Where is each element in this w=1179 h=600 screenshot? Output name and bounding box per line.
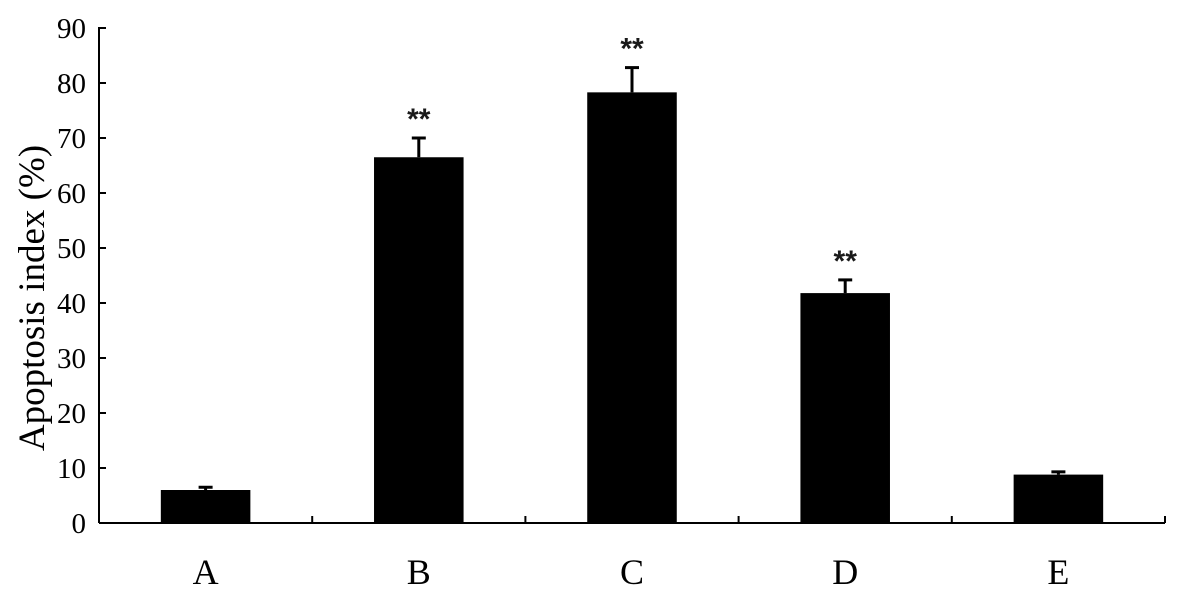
significance-marker: ** xyxy=(834,245,858,278)
x-category-label: C xyxy=(620,552,644,592)
x-category-label: D xyxy=(832,552,858,592)
x-category-label: A xyxy=(193,552,219,592)
y-tick-label: 10 xyxy=(57,453,86,485)
significance-marker: ** xyxy=(620,33,644,66)
x-axis: A B C D E xyxy=(98,516,1166,592)
y-axis-title: Apoptosis index (%) xyxy=(12,145,53,451)
y-ticks: 0 10 20 30 40 50 60 70 80 90 xyxy=(57,13,106,540)
bar-E xyxy=(1013,474,1104,523)
bar-A xyxy=(160,490,251,523)
bar-D xyxy=(800,293,890,523)
bar-C xyxy=(587,92,677,523)
y-tick-label: 60 xyxy=(57,178,86,210)
bars: ** ** ** xyxy=(160,33,1104,523)
y-tick-label: 20 xyxy=(57,398,86,430)
y-tick-label: 80 xyxy=(57,68,86,100)
y-tick-label: 40 xyxy=(57,288,86,320)
y-tick-label: 70 xyxy=(57,123,86,155)
significance-marker: ** xyxy=(407,103,431,136)
y-tick-label: 90 xyxy=(57,13,86,45)
y-tick-label: 0 xyxy=(72,508,87,540)
y-tick-label: 30 xyxy=(57,343,86,375)
y-tick-label: 50 xyxy=(57,233,86,265)
bar-B xyxy=(374,157,464,523)
x-category-label: B xyxy=(407,552,431,592)
y-axis: 0 10 20 30 40 50 60 70 80 90 xyxy=(57,13,106,540)
x-category-label: E xyxy=(1047,552,1069,592)
x-ticks: A B C D E xyxy=(98,516,1166,592)
